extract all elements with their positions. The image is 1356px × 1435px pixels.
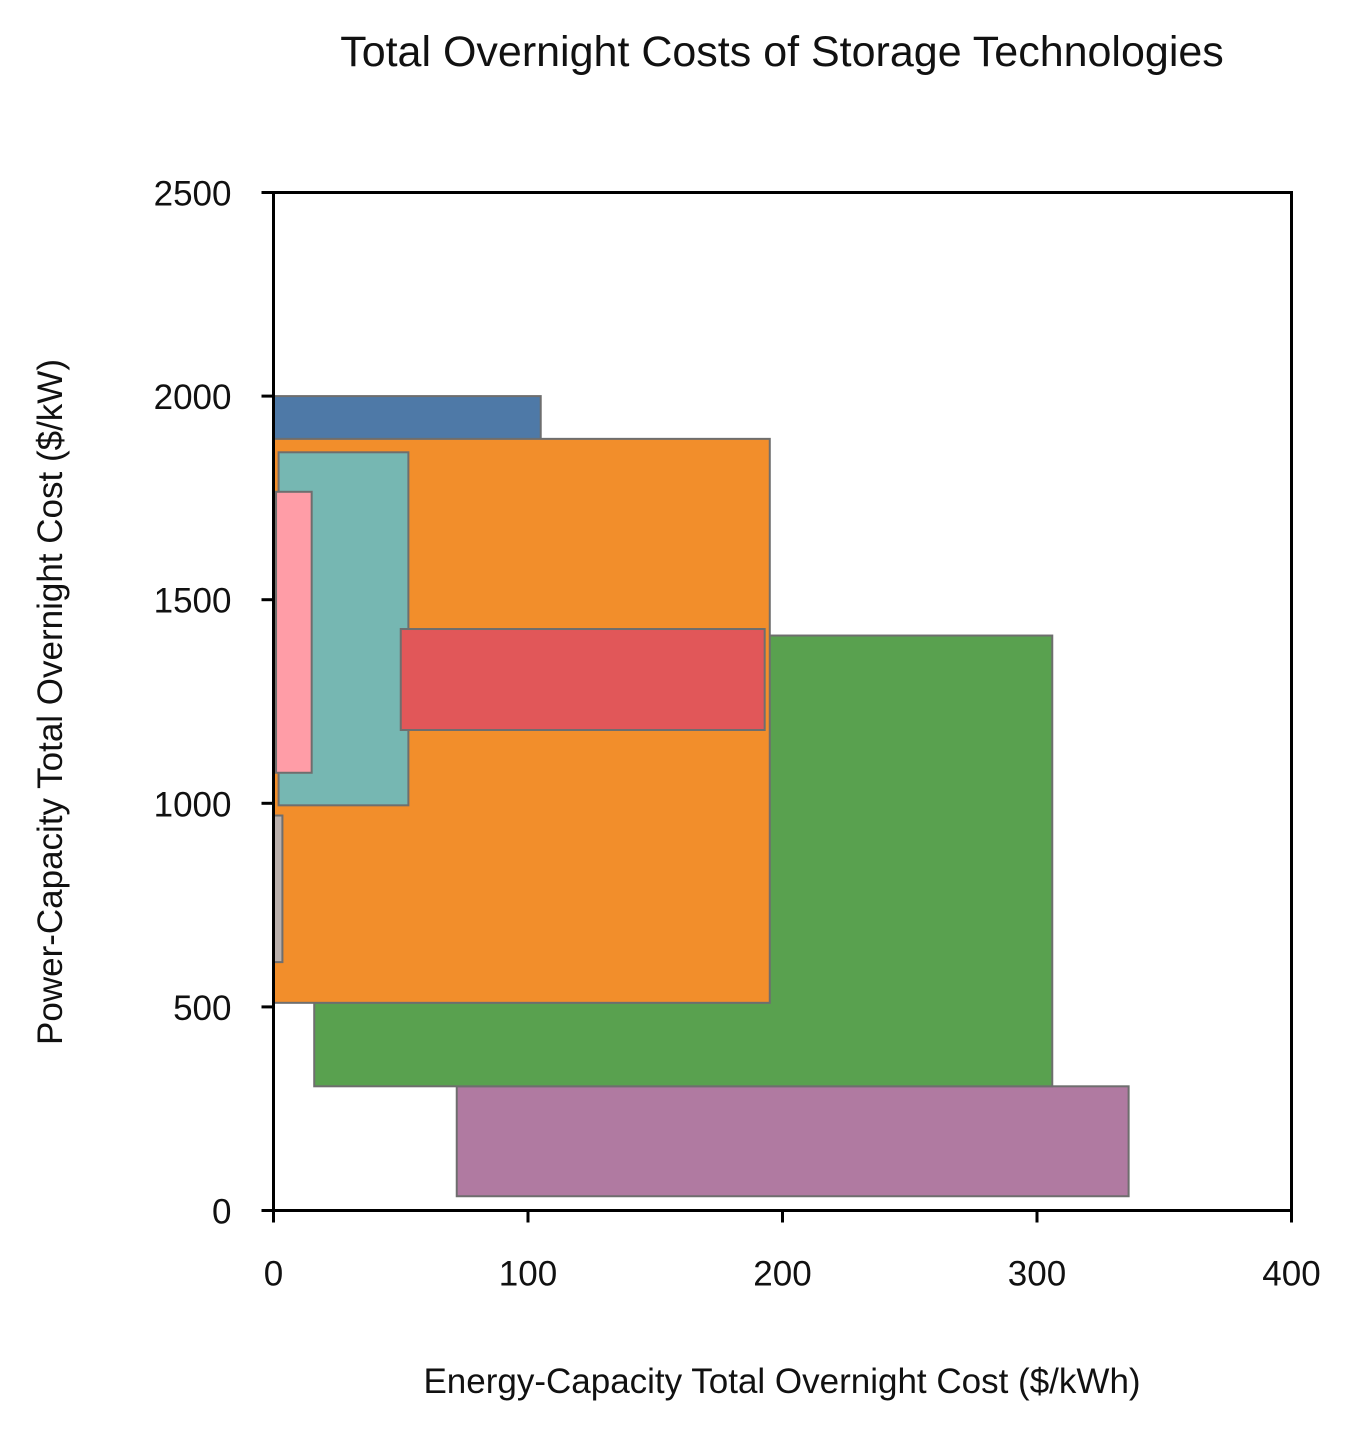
range-rectangles	[272, 395, 1130, 1198]
x-tick-label-0: 0	[264, 1255, 283, 1294]
range-rect-6	[275, 490, 313, 774]
x-axis-label: Energy-Capacity Total Overnight Cost ($/…	[423, 1362, 1140, 1401]
y-tick-label-2: 1000	[154, 785, 232, 824]
x-tick-label-4: 400	[1262, 1255, 1320, 1294]
range-rect-7	[399, 628, 766, 732]
x-tick-label-3: 300	[1008, 1255, 1066, 1294]
x-axis: 0 100 200 300 400	[264, 1210, 1321, 1294]
y-axis-label: Power-Capacity Total Overnight Cost ($/k…	[31, 359, 70, 1045]
chart-title: Total Overnight Costs of Storage Technol…	[340, 28, 1224, 76]
y-tick-label-0: 0	[212, 1193, 231, 1232]
y-tick-label-3: 1500	[154, 582, 232, 621]
x-tick-label-1: 100	[499, 1255, 557, 1294]
y-tick-label-5: 2500	[154, 175, 232, 214]
x-tick-label-2: 200	[753, 1255, 811, 1294]
y-tick-label-1: 500	[173, 989, 231, 1028]
y-axis: 0 500 1000 1500 2000 2500	[154, 175, 274, 1232]
y-tick-label-4: 2000	[154, 378, 232, 417]
range-rect-1	[455, 1085, 1130, 1198]
